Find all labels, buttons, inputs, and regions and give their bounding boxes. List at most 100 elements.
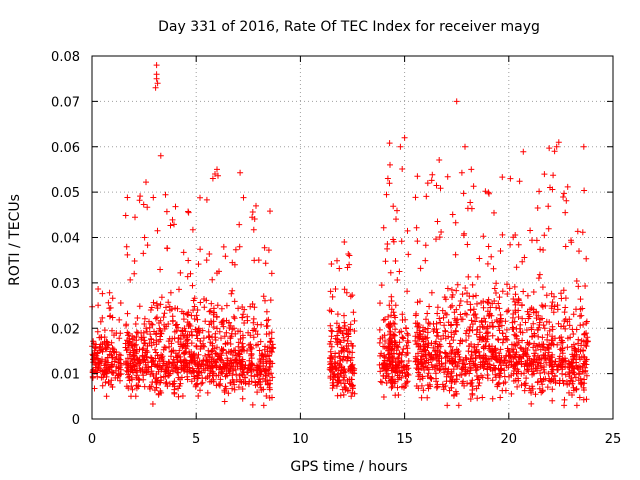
data-point	[258, 339, 264, 345]
data-point	[349, 292, 355, 298]
data-point	[143, 179, 149, 185]
data-point	[444, 402, 450, 408]
data-point	[471, 306, 477, 312]
data-point	[509, 326, 515, 332]
data-point	[189, 332, 195, 338]
data-point	[581, 188, 587, 194]
data-point	[241, 195, 247, 201]
data-point	[541, 171, 547, 177]
data-point	[468, 166, 474, 172]
data-point	[223, 330, 229, 336]
data-point	[414, 173, 420, 179]
data-point	[124, 195, 130, 201]
data-point	[435, 333, 441, 339]
data-point	[453, 288, 459, 294]
data-point	[100, 383, 106, 389]
data-point	[565, 184, 571, 190]
data-point	[154, 62, 160, 68]
data-point	[196, 261, 202, 267]
data-point	[235, 305, 241, 311]
data-point	[537, 272, 543, 278]
data-point	[535, 205, 541, 211]
data-point	[140, 250, 146, 256]
data-point	[444, 312, 450, 318]
data-point	[190, 283, 196, 289]
data-point	[117, 330, 123, 336]
data-point	[562, 309, 568, 315]
data-point	[261, 402, 267, 408]
data-point	[438, 229, 444, 235]
data-point	[138, 330, 144, 336]
data-point	[204, 197, 210, 203]
data-point	[424, 311, 430, 317]
data-point	[517, 322, 523, 328]
data-point	[219, 306, 225, 312]
data-point	[250, 402, 256, 408]
data-point	[381, 394, 387, 400]
data-point	[558, 296, 564, 302]
data-point	[405, 332, 411, 338]
data-point	[159, 294, 165, 300]
data-point	[488, 254, 494, 260]
data-point	[388, 270, 394, 276]
data-point	[577, 313, 583, 319]
data-point	[447, 341, 453, 347]
data-point	[529, 237, 535, 243]
data-point	[497, 294, 503, 300]
data-point	[424, 395, 430, 401]
data-point	[388, 294, 394, 300]
data-point	[429, 290, 435, 296]
data-point	[157, 267, 163, 273]
data-point	[141, 202, 147, 208]
data-point	[106, 305, 112, 311]
data-point	[192, 304, 198, 310]
data-point	[561, 287, 567, 293]
data-point	[204, 257, 210, 263]
data-point	[168, 290, 174, 296]
data-point	[197, 246, 203, 252]
data-point	[458, 298, 464, 304]
x-axis-title: GPS time / hours	[290, 459, 407, 475]
data-point	[485, 261, 491, 267]
data-point	[563, 198, 569, 204]
data-point	[387, 140, 393, 146]
data-point	[469, 387, 475, 393]
data-point	[137, 193, 143, 199]
data-point	[516, 242, 522, 248]
data-point	[134, 329, 140, 335]
data-point	[95, 286, 101, 292]
y-tick-label: 0.07	[51, 95, 80, 110]
data-point	[493, 290, 499, 296]
data-point	[206, 251, 212, 257]
data-point	[448, 304, 454, 310]
data-point	[539, 302, 545, 308]
data-point	[116, 317, 122, 323]
data-point	[137, 303, 143, 309]
data-point	[144, 204, 150, 210]
data-point	[414, 238, 420, 244]
data-point	[209, 277, 215, 283]
data-point	[449, 303, 455, 309]
data-point	[158, 301, 164, 307]
data-point	[505, 307, 511, 313]
data-point	[150, 401, 156, 407]
data-point	[457, 302, 463, 308]
data-point	[104, 393, 110, 399]
data-point	[399, 238, 405, 244]
data-point	[531, 289, 537, 295]
data-point	[540, 247, 546, 253]
data-point	[530, 344, 536, 350]
data-point	[251, 257, 257, 263]
data-point	[492, 286, 498, 292]
data-point	[550, 172, 556, 178]
data-point	[393, 258, 399, 264]
data-point	[562, 305, 568, 311]
data-point	[503, 388, 509, 394]
data-point	[177, 270, 183, 276]
data-point	[558, 290, 564, 296]
data-point	[561, 402, 567, 408]
data-point	[536, 275, 542, 281]
x-tick-label: 5	[192, 432, 200, 447]
data-point	[124, 252, 130, 258]
data-point	[540, 284, 546, 290]
